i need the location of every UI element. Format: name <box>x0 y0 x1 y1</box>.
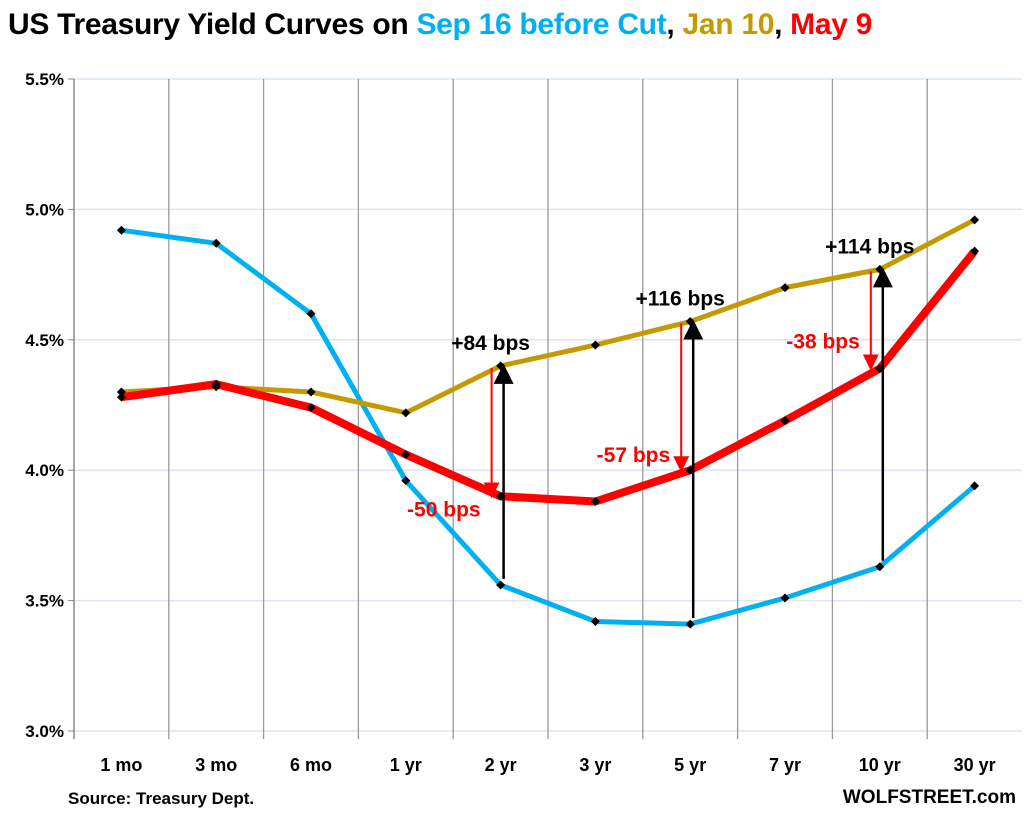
data-point <box>780 283 790 293</box>
title-sep: , <box>774 8 791 41</box>
data-point <box>685 619 695 629</box>
data-point <box>590 616 600 626</box>
x-tick-label: 1 yr <box>390 755 422 775</box>
data-point <box>970 246 980 256</box>
data-point <box>116 392 126 402</box>
data-point <box>401 450 411 460</box>
series-line-2 <box>120 248 978 506</box>
data-point <box>306 403 316 413</box>
series-line-1 <box>121 217 976 416</box>
y-tick-label: 3.0% <box>25 722 64 741</box>
annotation-label: +116 bps <box>636 288 725 311</box>
x-tick-label: 30 yr <box>954 755 996 775</box>
data-point <box>780 416 790 426</box>
x-tick-label: 2 yr <box>485 755 517 775</box>
data-point <box>116 225 126 235</box>
chart-title: US Treasury Yield Curves on Sep 16 befor… <box>8 8 872 42</box>
annotation-label: -57 bps <box>597 444 671 467</box>
annotation-label: +114 bps <box>825 235 914 258</box>
annotation-label: -38 bps <box>786 330 860 353</box>
y-tick-label: 3.5% <box>25 592 64 611</box>
data-point <box>780 593 790 603</box>
data-point <box>590 340 600 350</box>
title-sep: , <box>666 8 683 41</box>
data-point <box>211 238 221 248</box>
x-tick-label: 1 mo <box>100 755 142 775</box>
y-tick-label: 5.0% <box>25 200 64 219</box>
title-prefix: US Treasury Yield Curves on <box>8 8 417 41</box>
x-tick-label: 7 yr <box>769 755 801 775</box>
data-point <box>211 379 221 389</box>
x-tick-label: 5 yr <box>674 755 706 775</box>
data-point <box>970 481 980 491</box>
data-point <box>875 562 885 572</box>
x-tick-label: 3 mo <box>195 755 237 775</box>
y-tick-label: 5.5% <box>25 70 64 89</box>
y-tick-label: 4.5% <box>25 331 64 350</box>
data-point <box>306 309 316 319</box>
annotation-label: -50 bps <box>407 498 481 521</box>
series-line-0 <box>121 227 977 627</box>
x-tick-label: 6 mo <box>290 755 332 775</box>
watermark: WOLFSTREET.com <box>842 787 1016 808</box>
data-point <box>116 387 126 397</box>
data-point <box>496 580 506 590</box>
x-tick-label: 10 yr <box>859 755 901 775</box>
data-point <box>401 476 411 486</box>
title-series-jan10: Jan 10 <box>682 8 775 41</box>
title-series-may9: May 9 <box>790 8 873 41</box>
title-series-sep16: Sep 16 before Cut <box>416 8 667 41</box>
data-point <box>970 215 980 225</box>
y-tick-label: 4.0% <box>25 461 64 480</box>
source-note: Source: Treasury Dept. <box>68 789 255 808</box>
data-point <box>590 496 600 506</box>
annotation-label: +84 bps <box>451 332 530 355</box>
data-point <box>401 408 411 418</box>
x-tick-label: 3 yr <box>579 755 611 775</box>
data-point <box>306 387 316 397</box>
